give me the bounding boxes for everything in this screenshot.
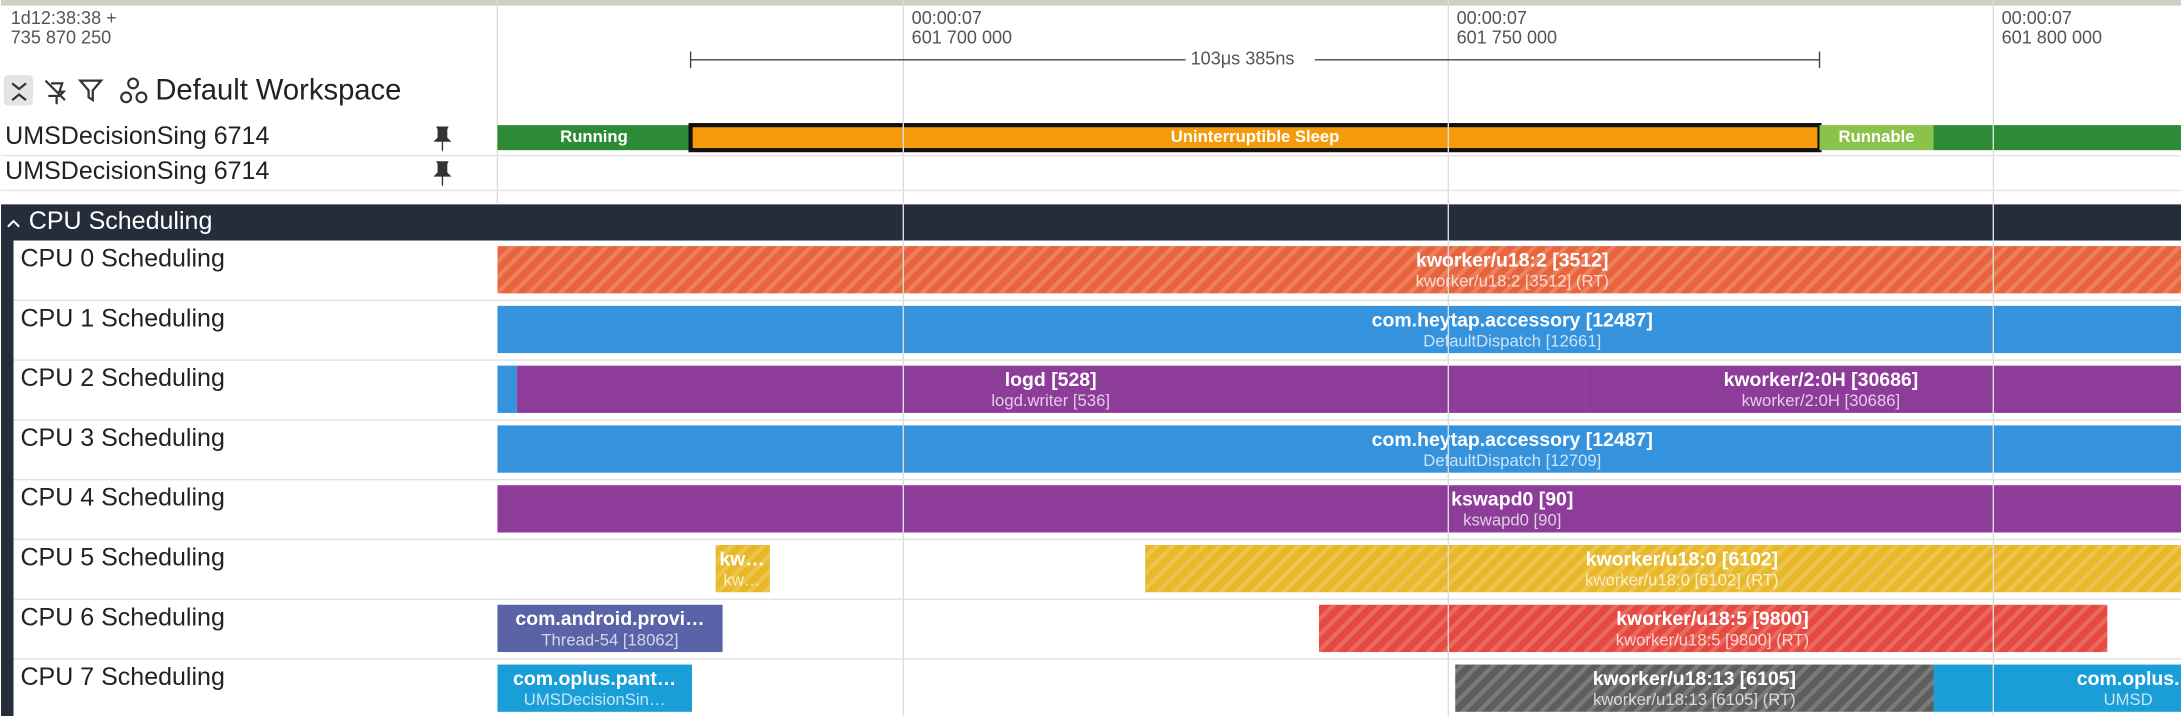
slice-subtitle: UMSDecisionSin… <box>524 690 666 709</box>
slice-subtitle: kworker/u18:2 [3512] (RT) <box>1416 272 1609 291</box>
slice-title: com.oplus. <box>2077 668 2180 690</box>
ruler-time: 00:00:07 <box>1457 8 1527 28</box>
collapse-icon <box>11 82 27 101</box>
thread-state-label: Uninterruptible Sleep <box>1171 127 1340 146</box>
collapse-button[interactable] <box>3 75 33 106</box>
measure-label: 103μs 385ns <box>1191 49 1295 69</box>
track-name: CPU 1 Scheduling <box>20 304 224 332</box>
track-area: Running Uninterruptible Sleep Runnable kwor… <box>497 123 2181 712</box>
track-name: CPU 5 Scheduling <box>20 544 224 572</box>
slice-subtitle: kworker/u18:5 [9800] (RT) <box>1616 630 1809 649</box>
ruler-ns: 601 700 000 <box>912 28 1012 48</box>
pin-icon[interactable] <box>433 126 452 152</box>
cpu-slice[interactable] <box>497 425 2181 473</box>
track-name: CPU 6 Scheduling <box>20 603 224 631</box>
slice-title: kworker/u18:13 [6105] <box>1593 668 1796 690</box>
thread-state[interactable] <box>1933 125 2181 151</box>
cpu-slice[interactable] <box>497 664 692 712</box>
ruler-ns: 601 800 000 <box>2002 28 2102 48</box>
thread-state[interactable] <box>1819 125 1934 151</box>
slice-subtitle: kworker/u18:0 [6102] (RT) <box>1585 571 1778 590</box>
track-name: UMSDecisionSing 6714 <box>5 157 269 185</box>
slice-title: kworker/u18:2 [3512] <box>1416 250 1608 272</box>
cpu-slice[interactable] <box>497 604 723 653</box>
slice-hatch <box>497 246 2181 294</box>
cpu-slice[interactable] <box>497 485 2181 533</box>
thread-state-label: Runnable <box>1839 127 1915 146</box>
slice-subtitle: DefaultDispatch [12709] <box>1423 451 1601 470</box>
slice-subtitle: Thread-54 [18062] <box>541 630 678 649</box>
slice-title: kw… <box>719 548 764 570</box>
track-name: CPU 3 Scheduling <box>20 424 224 452</box>
slice-title: logd [528] <box>1005 369 1097 391</box>
group-header[interactable] <box>1 204 2181 241</box>
slice-subtitle: kworker/2:0H [30686] <box>1742 391 1900 410</box>
time-offset: 1d12:38:38 + <box>11 8 117 28</box>
thread-state-label: Running <box>560 127 628 146</box>
slice-hatch <box>1145 544 2181 593</box>
slice-subtitle: kw… <box>724 571 761 590</box>
overview-bar <box>1 0 2181 6</box>
slice-title: com.heytap.accessory [12487] <box>1372 429 1653 451</box>
slice-subtitle: DefaultDispatch [12661] <box>1423 331 1601 350</box>
group-strip <box>1 240 14 716</box>
slice-title: com.oplus.pant… <box>513 668 676 690</box>
slice-subtitle: kswapd0 [90] <box>1463 511 1561 530</box>
thread-state[interactable] <box>688 123 1822 153</box>
slice-hatch <box>1319 604 2108 653</box>
slice-title: kworker/2:0H [30686] <box>1724 369 1919 391</box>
track-name: CPU 4 Scheduling <box>20 484 224 512</box>
slice-hatch <box>1455 664 1934 712</box>
cpu-slice[interactable] <box>516 365 1586 413</box>
time-offset-ns: 735 870 250 <box>11 28 111 48</box>
slice-subtitle: kworker/u18:13 [6105] (RT) <box>1593 690 1796 709</box>
cpu-slice[interactable] <box>1933 664 2181 712</box>
slice-subtitle: UMSD <box>2104 690 2153 709</box>
thread-state[interactable] <box>497 125 691 151</box>
slice-title: kworker/u18:5 [9800] <box>1616 608 1808 630</box>
unpin-button[interactable] <box>44 79 67 105</box>
slice-hatch <box>715 544 770 593</box>
ruler-time: 00:00:07 <box>912 8 982 28</box>
cpu-slice[interactable] <box>1585 365 2181 413</box>
toolbar: Default Workspace <box>3 74 401 106</box>
cpu-slice[interactable] <box>497 305 2181 354</box>
track-name: CPU 2 Scheduling <box>20 364 224 392</box>
group-title: CPU Scheduling <box>29 207 213 235</box>
workspace-title[interactable]: Default Workspace <box>155 74 401 106</box>
slice-subtitle: logd.writer [536] <box>991 391 1110 410</box>
track-name: UMSDecisionSing 6714 <box>5 122 269 150</box>
cpu-slice[interactable] <box>497 365 517 413</box>
ruler-time: 00:00:07 <box>2002 8 2072 28</box>
group-caret[interactable] <box>7 219 20 228</box>
track-name: CPU 0 Scheduling <box>20 245 224 273</box>
slice-title: com.heytap.accessory [12487] <box>1372 309 1653 331</box>
ruler-ns: 601 750 000 <box>1457 28 1557 48</box>
track-name: CPU 7 Scheduling <box>20 663 224 691</box>
workspace-icon[interactable] <box>120 77 148 104</box>
slice-title: kswapd0 [90] <box>1451 489 1573 511</box>
slice-title: com.android.provi… <box>515 608 704 630</box>
slice-title: kworker/u18:0 [6102] <box>1586 548 1778 570</box>
measure-bracket <box>689 51 1821 69</box>
pin-icon[interactable] <box>433 161 452 187</box>
filter-button[interactable] <box>77 79 104 103</box>
